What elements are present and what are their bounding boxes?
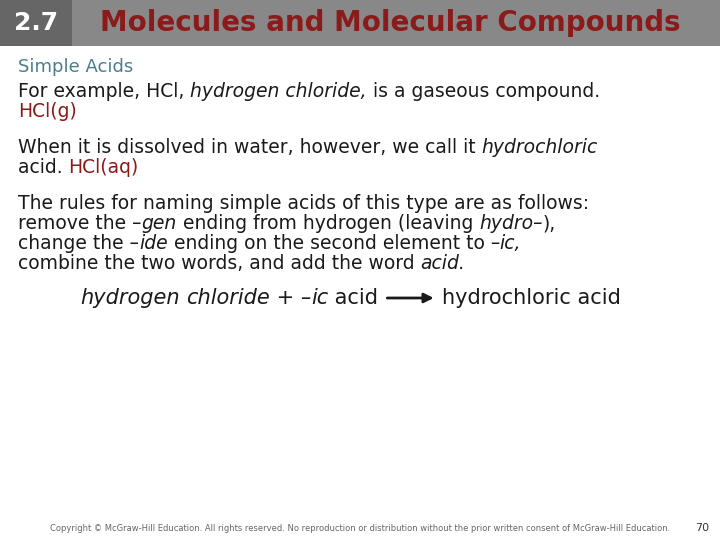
Text: HCl(aq): HCl(aq) — [68, 158, 139, 177]
Text: hydro–: hydro– — [479, 214, 542, 233]
Text: gen: gen — [141, 214, 176, 233]
Text: hydrochloric acid: hydrochloric acid — [441, 288, 621, 308]
Text: Copyright © McGraw-Hill Education. All rights reserved. No reproduction or distr: Copyright © McGraw-Hill Education. All r… — [50, 524, 670, 533]
Text: Simple Acids: Simple Acids — [18, 58, 133, 76]
Text: combine the two words, and add the word: combine the two words, and add the word — [18, 254, 420, 273]
Text: + –: + – — [270, 288, 311, 308]
Text: When it is dissolved in water, however, we call it: When it is dissolved in water, however, … — [18, 138, 482, 157]
Text: hydrochloric: hydrochloric — [482, 138, 598, 157]
Text: 70: 70 — [695, 523, 709, 533]
Text: ide: ide — [139, 234, 168, 253]
Text: ending on the second element to –: ending on the second element to – — [168, 234, 500, 253]
Text: hydrogen chloride,: hydrogen chloride, — [190, 82, 367, 101]
Text: ending from hydrogen (leaving: ending from hydrogen (leaving — [176, 214, 479, 233]
Text: chloride: chloride — [186, 288, 270, 308]
Text: HCl(g): HCl(g) — [18, 102, 77, 121]
Text: acid.: acid. — [420, 254, 466, 273]
Text: Molecules and Molecular Compounds: Molecules and Molecular Compounds — [100, 9, 680, 37]
Text: ic,: ic, — [500, 234, 521, 253]
Text: change the –: change the – — [18, 234, 139, 253]
Text: ic: ic — [311, 288, 328, 308]
Bar — [0, 0, 72, 46]
Bar — [0, 0, 720, 46]
Text: 2.7: 2.7 — [14, 11, 58, 35]
Text: hydrogen: hydrogen — [80, 288, 179, 308]
Text: ),: ), — [542, 214, 556, 233]
Text: acid: acid — [328, 288, 379, 308]
Text: The rules for naming simple acids of this type are as follows:: The rules for naming simple acids of thi… — [18, 194, 589, 213]
Text: For example, HCl,: For example, HCl, — [18, 82, 190, 101]
Text: is a gaseous compound.: is a gaseous compound. — [367, 82, 600, 101]
Text: acid.: acid. — [18, 158, 68, 177]
Text: remove the –: remove the – — [18, 214, 141, 233]
